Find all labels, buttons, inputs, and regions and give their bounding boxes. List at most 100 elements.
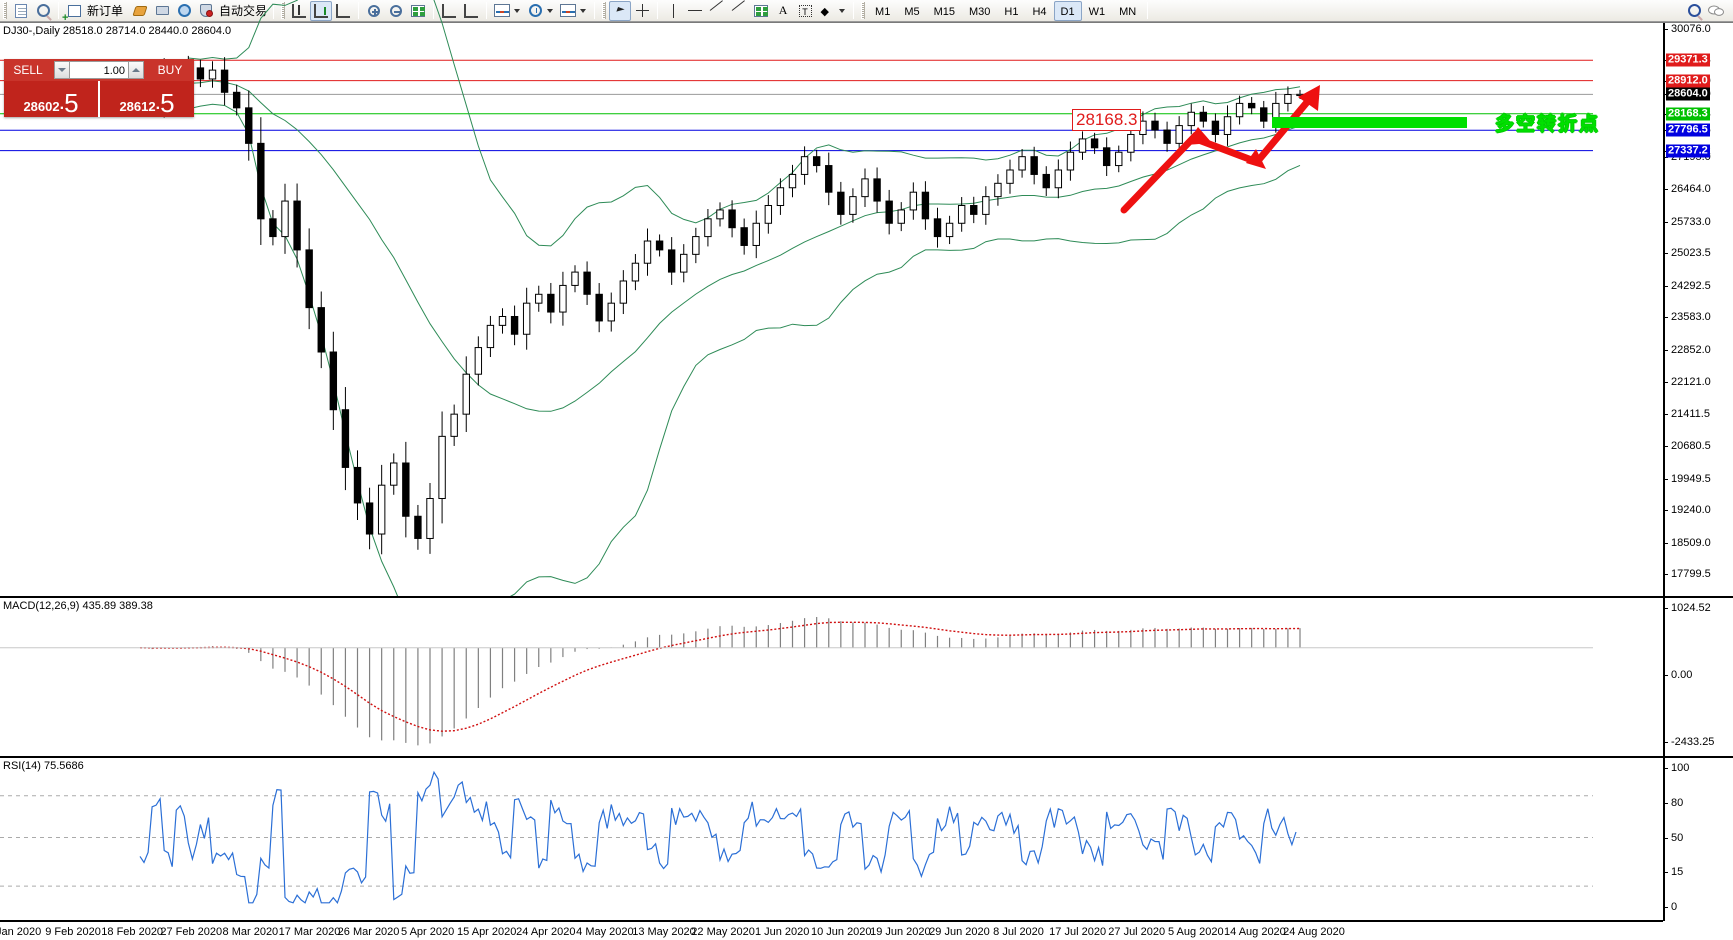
price-axis-badge: 27796.5 [1666,123,1710,137]
macd-plot [0,616,1593,746]
profiles-icon[interactable] [32,1,54,21]
volume-input[interactable]: 1.00 [70,61,128,79]
rsi-axis-tick: 15 [1665,866,1683,878]
timeframe-h4[interactable]: H4 [1032,5,1047,18]
templates-icon[interactable] [557,1,579,21]
rsi-pane[interactable]: RSI(14) 75.5686 100 80 50 15 0 [0,756,1733,921]
shapes-chevron-down-icon[interactable] [839,8,846,13]
price-axis-tick: 20680.5 [1665,440,1711,452]
new-order-label[interactable]: 新订单 [87,4,124,18]
horizontal-line-icon[interactable] [684,1,706,21]
date-axis-label: 24 Aug 2020 [1283,926,1345,938]
crosshair-icon[interactable] [631,1,653,21]
indicators-chevron-down-icon[interactable] [514,8,521,13]
buy-button[interactable]: BUY [146,59,194,81]
candlestick-chart-icon[interactable] [310,0,333,21]
shapes-icon[interactable]: ◆ [820,5,829,18]
market-watch-icon[interactable] [173,1,195,21]
macd-axis-tick: 0.00 [1665,669,1692,681]
date-axis-label: 27 Feb 2020 [160,926,223,938]
bar-chart-icon[interactable] [288,1,310,21]
sell-price-dot: . [59,96,65,113]
auto-scroll-icon[interactable] [438,1,460,21]
text-label-icon[interactable]: T [794,1,816,21]
timeframe-mn[interactable]: MN [1119,5,1137,18]
toolbar-grip[interactable] [3,2,7,19]
date-axis-label: 19 Jun 2020 [870,926,931,938]
trendline-icon[interactable] [706,1,728,21]
turning-point-annotation[interactable]: 多空转折点 [1495,114,1601,135]
one-click-trading-panel[interactable]: SELL 1.00 BUY 28602 . 5 28612 . 5 [4,59,194,117]
macd-axis-tick: 1024.52 [1665,602,1711,614]
sell-button[interactable]: SELL [4,59,52,81]
toolbar-separator-7 [657,2,659,19]
metaeditor-icon[interactable] [129,1,151,21]
autotrading-icon[interactable] [195,1,217,21]
templates-chevron-down-icon[interactable] [580,8,587,13]
macd-axis[interactable]: 1024.52 0.00 -2433.25 [1663,598,1733,756]
rsi-axis[interactable]: 100 80 50 15 0 [1663,758,1733,921]
new-chart-icon[interactable] [10,1,32,21]
price-axis-tick: 23583.0 [1665,311,1711,323]
sell-price-frac: 5 [64,88,79,118]
rsi-axis-tick: 80 [1665,797,1683,809]
price-axis-tick: 26464.0 [1665,183,1711,195]
buy-price[interactable]: 28612 . 5 [100,81,194,117]
timeframe-d1[interactable]: D1 [1053,0,1082,21]
terminal-icon[interactable] [151,1,173,21]
toolbar-grip-4[interactable] [861,2,866,19]
main-toolbar: + 新订单 自动交易 A [0,0,1733,23]
sell-price-whole: 28602 [23,99,60,114]
new-order-icon[interactable]: + [62,1,85,23]
price-axis-tick: 18509.0 [1665,537,1711,549]
text-icon[interactable]: A [772,1,794,21]
vertical-line-icon[interactable] [662,1,684,21]
periods-icon[interactable] [524,1,546,21]
zoom-in-icon[interactable] [363,1,385,21]
timeframe-m1[interactable]: M1 [875,5,891,18]
date-axis-label: 18 Feb 2020 [101,926,164,938]
chat-icon[interactable] [1705,1,1727,21]
date-axis-label: 8 Mar 2020 [222,926,279,938]
price-pane[interactable]: DJ30-,Daily 28518.0 28714.0 28440.0 2860… [0,0,1733,661]
price-pane-label: DJ30-,Daily 28518.0 28714.0 28440.0 2860… [3,25,232,37]
zoom-out-icon[interactable] [385,1,407,21]
price-axis-tick: 19949.5 [1665,473,1711,485]
timeframe-w1[interactable]: W1 [1088,5,1106,18]
timeframe-m15[interactable]: M15 [933,5,955,18]
cursor-icon[interactable] [609,0,632,21]
macd-pane[interactable]: MACD(12,26,9) 435.89 389.38 1024.52 0.00 -… [0,596,1733,756]
timeframe-h1[interactable]: H1 [1004,5,1019,18]
price-axis-badge: 28912.0 [1666,74,1710,88]
equidistant-channel-icon[interactable] [728,1,750,21]
price-annotation-box[interactable]: 28168.3 [1072,109,1142,131]
trade-panel-top-row: SELL 1.00 BUY [4,59,194,81]
sell-price[interactable]: 28602 . 5 [4,81,100,117]
toolbar-grip-3[interactable] [602,2,607,19]
line-chart-icon[interactable] [332,1,354,21]
rsi-axis-tick: 100 [1665,762,1689,774]
date-axis-label: 1 Jun 2020 [754,926,810,938]
toolbar-grip-2[interactable] [281,2,286,19]
date-axis-label: 5 Aug 2020 [1167,926,1224,938]
autotrading-label[interactable]: 自动交易 [219,4,268,18]
fibonacci-icon[interactable] [750,1,772,21]
volume-decrement-button[interactable] [54,61,70,79]
date-axis-label: 17 Mar 2020 [278,926,341,938]
chart-shift-icon[interactable] [460,1,482,21]
volume-control[interactable]: 1.00 [52,59,146,81]
data-window-icon[interactable] [407,1,429,21]
price-axis-tick: 30076.0 [1665,23,1711,35]
volume-increment-button[interactable] [128,61,144,79]
search-icon[interactable] [1683,1,1705,21]
toolbar-separator [58,2,59,19]
price-axis-badge: 28168.3 [1666,107,1710,121]
periods-chevron-down-icon[interactable] [547,8,554,13]
date-axis-label: 15 Apr 2020 [457,926,517,938]
timeframe-m30[interactable]: M30 [969,5,991,18]
timeframe-m5[interactable]: M5 [904,5,920,18]
indicators-icon[interactable] [491,1,513,21]
